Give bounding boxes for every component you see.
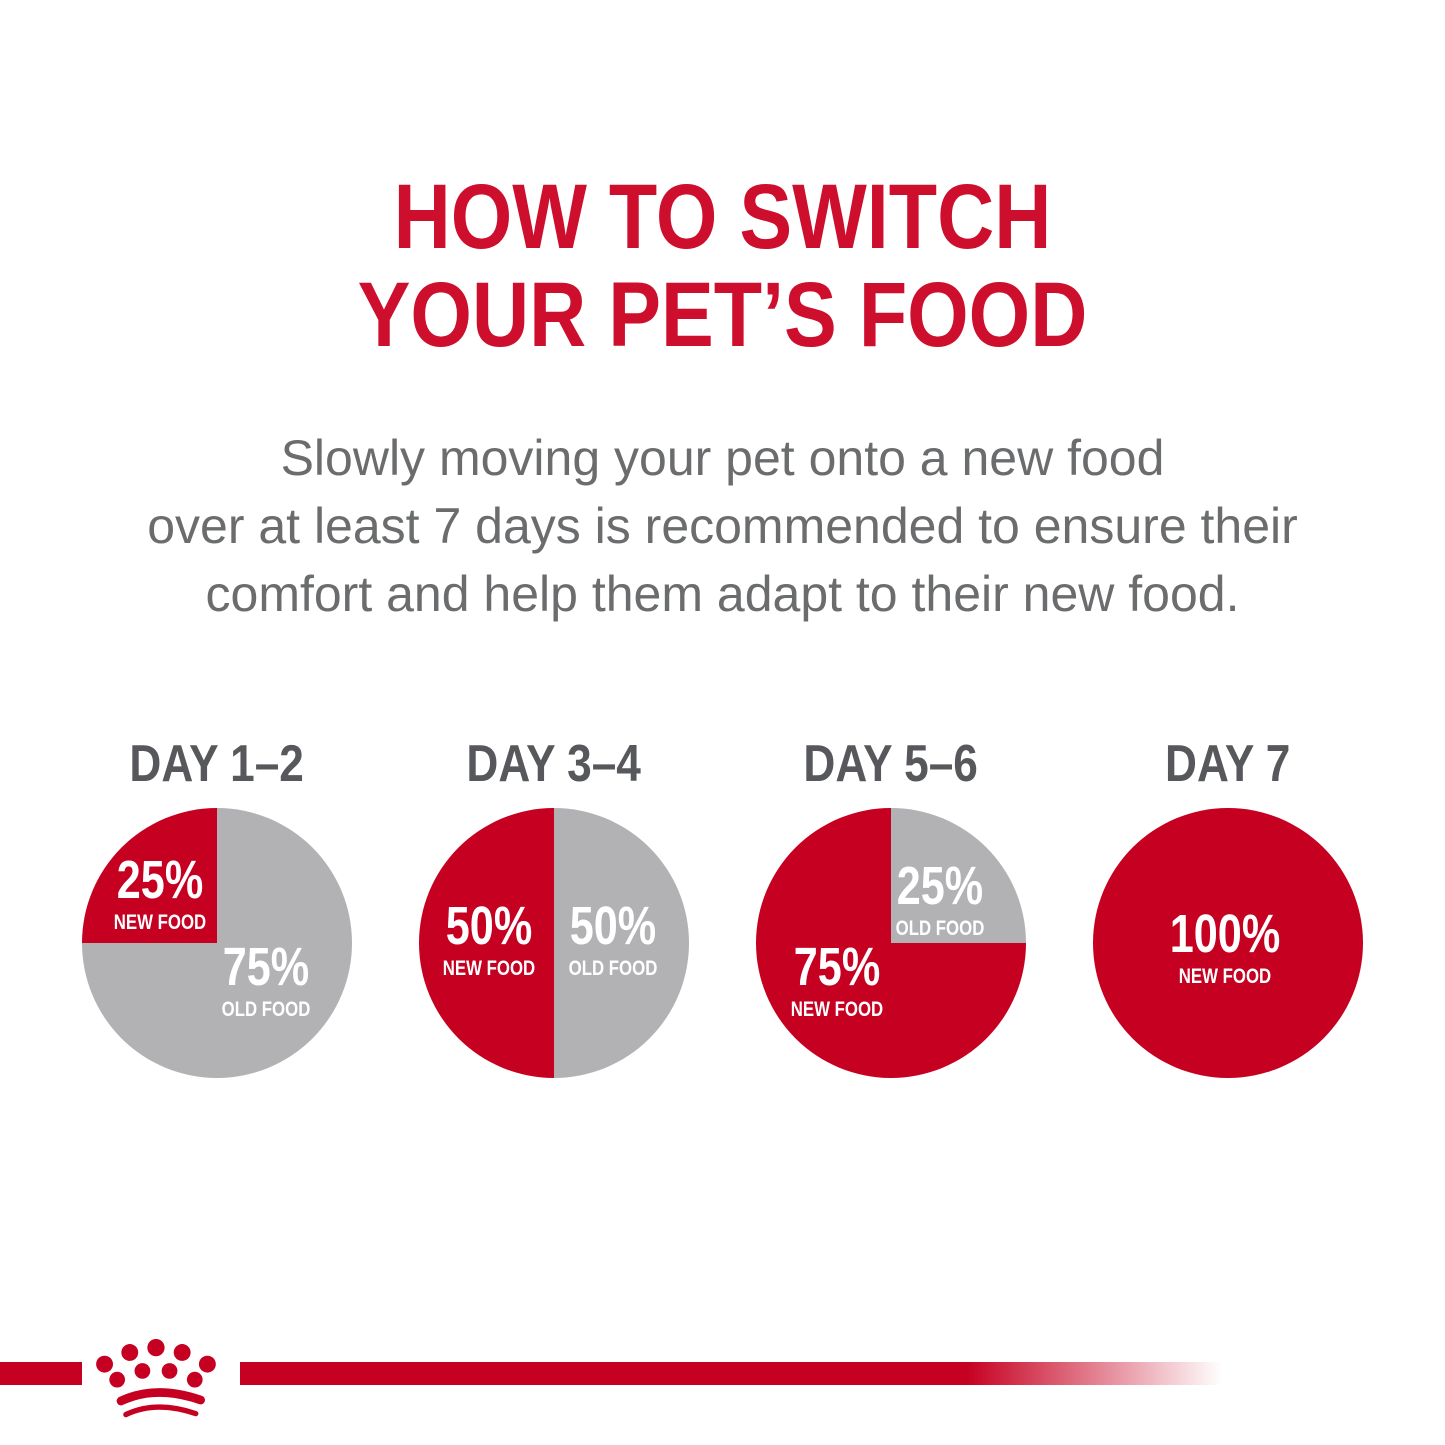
transition-charts: DAY 1–2 25% NEW FOOD 75% OLD FOOD DAY 3–4 50% N… [56, 738, 1389, 1078]
slice-label: 25% NEW FOOD [114, 853, 206, 935]
slice-label: 75% OLD FOOD [221, 940, 310, 1022]
slice-percent: 50% [445, 896, 533, 957]
royal-canin-crown-logo-icon [96, 1339, 216, 1418]
slice-label: 75% NEW FOOD [791, 940, 883, 1022]
slice-label: 25% OLD FOOD [895, 859, 984, 941]
pie-chart: 50% NEW FOOD 50% OLD FOOD [419, 808, 689, 1078]
footer-bar-right [240, 1362, 1222, 1385]
pie-chart: 100% NEW FOOD [1093, 808, 1363, 1078]
transition-stage: DAY 7 100% NEW FOOD [1067, 738, 1389, 1078]
slice-food-name: OLD FOOD [569, 957, 658, 981]
slice-label: 50% OLD FOOD [569, 899, 658, 981]
slice-percent: 75% [222, 936, 309, 997]
day-range-label: DAY 7 [1165, 735, 1291, 793]
slice-food-name: NEW FOOD [1179, 965, 1272, 989]
slice-food-name: NEW FOOD [114, 911, 207, 935]
day-range-label: DAY 3–4 [466, 735, 642, 793]
footer-bar-left [0, 1362, 82, 1385]
slice-label: 100% NEW FOOD [1170, 907, 1281, 989]
slice-label: 50% NEW FOOD [443, 899, 535, 981]
transition-stage: DAY 1–2 25% NEW FOOD 75% OLD FOOD [56, 738, 378, 1078]
slice-percent: 75% [793, 936, 881, 997]
day-range-label: DAY 5–6 [803, 735, 979, 793]
transition-stage: DAY 5–6 25% OLD FOOD 75% NEW FOOD [730, 738, 1052, 1078]
slice-food-name: OLD FOOD [221, 997, 310, 1021]
slice-percent: 25% [896, 855, 983, 916]
slice-food-name: NEW FOOD [442, 957, 536, 981]
slice-percent: 50% [570, 896, 657, 957]
slice-percent: 100% [1170, 904, 1281, 965]
transition-stage: DAY 3–4 50% NEW FOOD 50% OLD FOOD [393, 738, 715, 1078]
page-title: HOW TO SWITCH YOUR PET’S FOOD [357, 166, 1088, 367]
pie-chart: 25% NEW FOOD 75% OLD FOOD [82, 808, 352, 1078]
page-subtitle: Slowly moving your pet onto a new food o… [147, 430, 1298, 622]
pie-chart: 25% OLD FOOD 75% NEW FOOD [756, 808, 1026, 1078]
slice-percent: 25% [117, 850, 204, 911]
slice-food-name: NEW FOOD [790, 997, 884, 1021]
day-range-label: DAY 1–2 [129, 735, 305, 793]
slice-food-name: OLD FOOD [895, 916, 984, 940]
